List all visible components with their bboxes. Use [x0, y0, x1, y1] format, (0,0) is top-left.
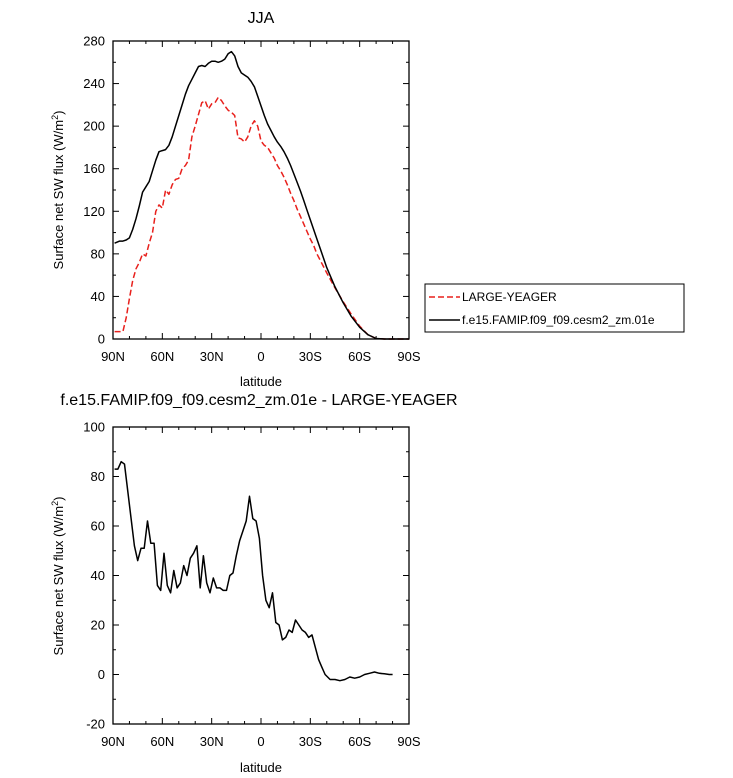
bottom-x-tick-label: 30N — [200, 734, 224, 749]
bottom-chart: f.e15.FAMIP.f09_f09.cesm2_zm.01e - LARGE… — [50, 392, 458, 775]
top-x-tick-label: 30S — [299, 349, 322, 364]
top-chart-title: JJA — [248, 10, 275, 27]
top-y-tick-label: 80 — [91, 246, 105, 261]
bottom-y-axis-label-main: Surface net SW flux (W/m — [51, 506, 66, 656]
top-x-tick-label: 30N — [200, 349, 224, 364]
top-x-tick-label: 60S — [348, 349, 371, 364]
bottom-y-axis-label: Surface net SW flux (W/m2) — [50, 497, 66, 656]
top-x-tick-label: 60N — [150, 349, 174, 364]
top-y-axis-label: Surface net SW flux (W/m2) — [50, 111, 66, 270]
bottom-y-axis-label-close: ) — [51, 497, 66, 501]
top-x-tick-label: 90N — [101, 349, 125, 364]
top-chart-ticks: 90N 60N 30N 0 30S 60S 90S 0 40 80 120 160 200 240 280 — [83, 34, 421, 365]
top-y-tick-label: 0 — [98, 332, 105, 347]
top-y-tick-label: 160 — [83, 161, 105, 176]
top-y-tick-label: 240 — [83, 76, 105, 91]
top-x-axis-label: latitude — [240, 374, 282, 389]
top-series-line-large-yeager — [114, 96, 409, 340]
legend: LARGE-YEAGER f.e15.FAMIP.f09_f09.cesm2_z… — [424, 283, 685, 333]
bottom-x-tick-label: 90N — [101, 734, 125, 749]
top-y-tick-label: 200 — [83, 119, 105, 134]
bottom-y-tick-label: 60 — [91, 519, 105, 534]
top-y-axis-label-sup: 2 — [50, 115, 60, 120]
bottom-y-tick-label: -20 — [86, 717, 105, 732]
top-chart-series — [114, 50, 409, 340]
bottom-y-tick-label: 40 — [91, 568, 105, 583]
bottom-x-tick-label: 90S — [397, 734, 420, 749]
top-y-tick-label: 40 — [91, 289, 105, 304]
bottom-y-tick-label: 20 — [91, 618, 105, 633]
bottom-x-axis-label: latitude — [240, 760, 282, 775]
top-x-tick-label: 0 — [257, 349, 264, 364]
legend-box — [424, 283, 685, 333]
bottom-chart-title: f.e15.FAMIP.f09_f09.cesm2_zm.01e - LARGE… — [60, 392, 457, 409]
bottom-x-tick-label: 30S — [299, 734, 322, 749]
bottom-chart-ticks: 90N 60N 30N 0 30S 60S 90S -20 0 20 40 60 80 100 — [83, 420, 421, 750]
top-plot-frame — [112, 40, 410, 340]
bottom-x-tick-label: 0 — [257, 734, 264, 749]
bottom-chart-series — [114, 460, 393, 682]
top-y-axis-label-close: ) — [51, 111, 66, 115]
top-y-tick-label: 120 — [83, 204, 105, 219]
top-series-line-f-e15-famip-f09-f09-cesm2-zm-01e — [114, 50, 409, 340]
top-y-axis-label-main: Surface net SW flux (W/m — [51, 120, 66, 270]
bottom-series-line-difference — [114, 460, 393, 682]
bottom-y-tick-label: 80 — [91, 469, 105, 484]
bottom-x-tick-label: 60S — [348, 734, 371, 749]
bottom-x-tick-label: 60N — [150, 734, 174, 749]
legend-label-large-yeager: LARGE-YEAGER — [462, 290, 557, 304]
top-chart: JJA 90N 60N 30N 0 30S 60S 90S 0 40 80 120 160 200 240… — [50, 10, 421, 389]
bottom-plot-frame — [112, 426, 410, 725]
top-x-tick-label: 90S — [397, 349, 420, 364]
bottom-y-tick-label: 0 — [98, 667, 105, 682]
legend-label-cesm2: f.e15.FAMIP.f09_f09.cesm2_zm.01e — [462, 313, 655, 327]
bottom-y-axis-label-sup: 2 — [50, 501, 60, 506]
bottom-y-tick-label: 100 — [83, 420, 105, 435]
top-y-tick-label: 280 — [83, 34, 105, 49]
